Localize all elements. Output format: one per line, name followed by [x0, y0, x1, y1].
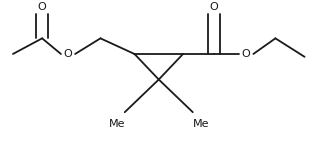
Text: O: O: [64, 49, 73, 59]
Text: O: O: [242, 49, 251, 59]
Text: O: O: [209, 2, 218, 12]
Text: Me: Me: [109, 119, 125, 129]
Text: Me: Me: [193, 119, 209, 129]
Text: O: O: [38, 2, 47, 12]
